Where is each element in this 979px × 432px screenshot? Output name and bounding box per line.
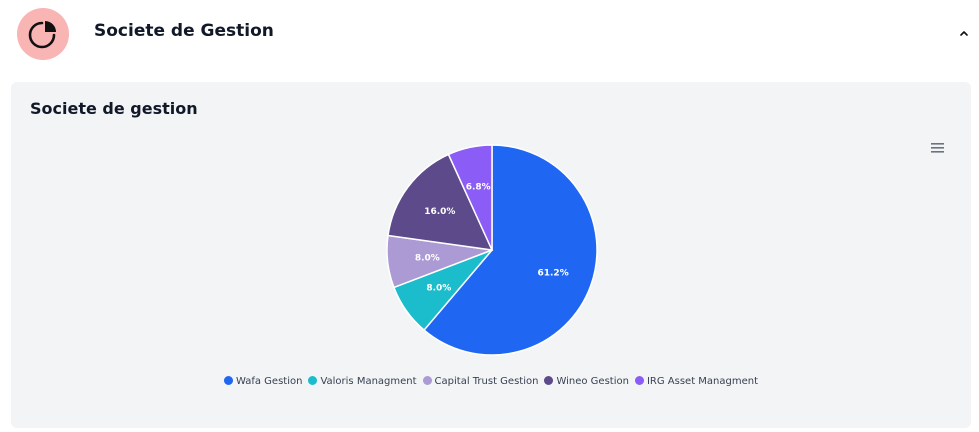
section-avatar (17, 8, 69, 60)
legend-item-capital-trust-gestion[interactable]: Capital Trust Gestion (422, 376, 539, 387)
legend-item-valoris-managment[interactable]: Valoris Managment (308, 376, 417, 387)
data-label-irg-asset-managment: 6.8% (466, 182, 491, 192)
data-label-wineo-gestion: 16.0% (424, 207, 455, 217)
legend-item-irg-asset-managment[interactable]: IRG Asset Managment (634, 376, 759, 387)
chart-legend: Wafa Gestion Valoris Managment Capital Tru… (11, 376, 971, 387)
legend-item-wafa-gestion[interactable]: Wafa Gestion (223, 376, 303, 387)
data-label-wafa-gestion: 61.2% (537, 268, 568, 278)
pie-slice-wafa-gestion[interactable] (423, 144, 598, 356)
chevron-up-icon[interactable] (957, 26, 971, 40)
section-title: Societe de Gestion (94, 21, 274, 41)
legend-marker (634, 376, 644, 385)
legend-label: IRG Asset Managment (646, 376, 759, 387)
legend-label: Wineo Gestion (556, 376, 629, 387)
legend-marker (223, 376, 233, 385)
legend-label: Capital Trust Gestion (434, 376, 539, 387)
pie-chart-icon (28, 21, 56, 49)
legend-label: Wafa Gestion (235, 376, 303, 387)
chart-title: Societe de gestion (30, 99, 198, 118)
legend-marker (308, 376, 318, 385)
legend-item-wineo-gestion[interactable]: Wineo Gestion (544, 376, 629, 387)
section-header[interactable]: Societe de Gestion (0, 0, 979, 64)
chart-card: Societe de gestion 61.2% 8.0% 8.0% 16.0% 6.8… (11, 82, 971, 428)
hamburger-menu-icon[interactable] (929, 140, 947, 156)
pie-chart: 61.2% 8.0% 8.0% 16.0% 6.8% (386, 144, 598, 356)
data-label-valoris-managment: 8.0% (426, 284, 451, 294)
data-label-capital-trust-gestion: 8.0% (415, 253, 440, 263)
legend-marker (422, 376, 432, 385)
pie-slice-wineo-gestion[interactable] (387, 153, 494, 251)
pie-slice-irg-asset-managment[interactable] (447, 144, 493, 251)
legend-label: Valoris Managment (320, 376, 417, 387)
legend-marker (544, 376, 554, 385)
